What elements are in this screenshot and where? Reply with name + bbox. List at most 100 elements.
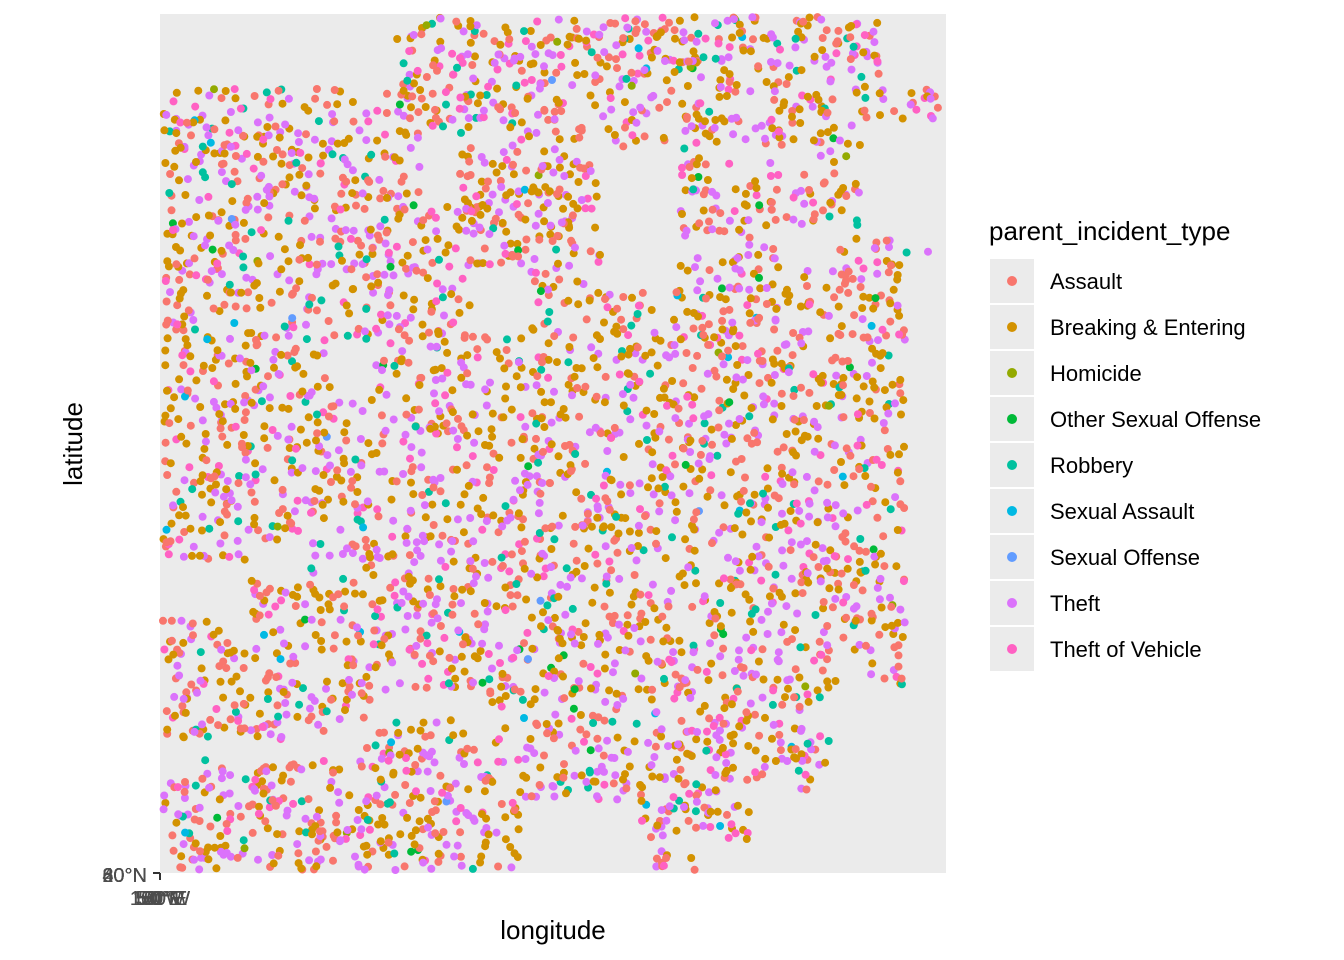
data-point	[759, 33, 768, 42]
data-point	[395, 679, 404, 688]
data-point	[240, 398, 249, 407]
data-point	[411, 826, 420, 835]
data-point	[322, 842, 331, 851]
data-point	[418, 320, 427, 329]
data-point	[732, 373, 741, 382]
data-point	[494, 50, 503, 59]
data-point	[704, 320, 713, 329]
data-point	[414, 188, 423, 197]
data-point	[521, 792, 530, 801]
data-point	[482, 824, 491, 832]
data-point	[342, 637, 351, 646]
data-point	[342, 419, 351, 428]
data-point	[617, 352, 626, 361]
data-point	[751, 124, 760, 133]
data-point	[637, 674, 646, 683]
data-point	[785, 61, 794, 70]
data-point	[289, 323, 298, 332]
data-point	[872, 455, 881, 464]
data-point	[823, 498, 832, 507]
data-point	[778, 509, 786, 518]
data-point	[741, 189, 750, 198]
data-point	[896, 477, 905, 486]
data-point	[601, 295, 609, 304]
data-point	[647, 833, 655, 842]
data-point	[407, 443, 416, 452]
data-point	[687, 752, 696, 760]
data-point	[241, 205, 250, 214]
data-point	[531, 685, 540, 694]
data-point	[226, 771, 235, 780]
data-point	[525, 132, 533, 141]
data-point	[506, 843, 515, 851]
data-point	[613, 701, 622, 709]
data-point	[274, 851, 283, 860]
data-point	[779, 443, 788, 452]
data-point	[618, 390, 627, 399]
data-point	[703, 727, 711, 736]
data-point	[591, 423, 600, 432]
data-point	[323, 677, 331, 686]
data-point	[165, 189, 174, 197]
data-point	[554, 719, 563, 728]
data-point	[715, 528, 724, 537]
data-point	[476, 858, 485, 867]
data-point	[179, 361, 188, 370]
data-point	[310, 696, 319, 705]
data-point	[230, 654, 239, 663]
data-point	[554, 521, 563, 530]
data-point	[861, 641, 870, 650]
data-point	[278, 485, 287, 494]
data-point	[620, 98, 629, 107]
legend-swatch	[1007, 368, 1017, 378]
data-point	[398, 347, 407, 356]
data-point	[188, 619, 197, 628]
data-point	[830, 552, 839, 561]
data-point	[285, 161, 294, 170]
data-point	[585, 768, 594, 777]
data-point	[355, 250, 364, 259]
data-point	[404, 358, 413, 367]
data-point	[725, 78, 734, 86]
data-point	[647, 695, 656, 704]
data-point	[784, 368, 793, 377]
data-point	[788, 468, 797, 477]
data-point	[171, 711, 179, 720]
data-point	[696, 707, 705, 716]
data-point	[405, 336, 414, 345]
data-point	[398, 258, 407, 267]
data-point	[793, 609, 802, 618]
data-point	[534, 458, 543, 467]
data-point	[746, 699, 755, 708]
data-point	[262, 185, 271, 194]
data-point	[771, 570, 780, 579]
data-point	[397, 177, 406, 186]
data-point	[376, 222, 385, 231]
data-point	[192, 158, 200, 166]
data-point	[406, 454, 414, 463]
data-point	[635, 51, 644, 60]
data-point	[805, 300, 814, 309]
data-point	[617, 315, 626, 324]
data-point	[623, 23, 632, 32]
data-point	[161, 346, 170, 355]
data-point	[405, 70, 414, 79]
data-point	[805, 388, 814, 397]
data-point	[496, 176, 505, 185]
data-point	[413, 611, 421, 620]
data-point	[452, 817, 461, 826]
data-point	[251, 654, 260, 663]
data-point	[329, 402, 338, 411]
data-point	[791, 427, 800, 436]
data-point	[692, 508, 701, 517]
data-point	[436, 487, 445, 496]
data-point	[402, 189, 411, 198]
data-point	[608, 619, 617, 627]
data-point	[895, 450, 903, 459]
data-point	[578, 521, 587, 530]
data-point	[281, 524, 290, 533]
data-point	[186, 352, 195, 361]
data-point	[768, 355, 777, 364]
data-point	[199, 361, 208, 370]
data-point	[638, 288, 647, 297]
